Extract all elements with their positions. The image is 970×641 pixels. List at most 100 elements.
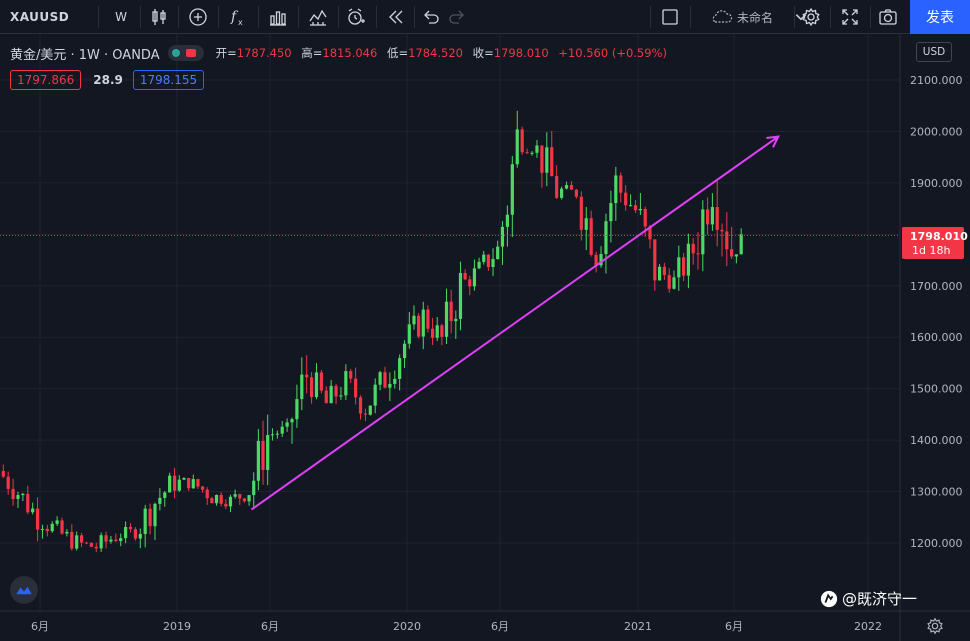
candle-down[interactable] xyxy=(210,498,214,504)
candle-up[interactable] xyxy=(109,539,113,542)
candle-down[interactable] xyxy=(79,535,84,543)
candle-up[interactable] xyxy=(65,531,69,534)
candle-down[interactable] xyxy=(725,231,729,250)
candle-up[interactable] xyxy=(629,205,633,207)
candle-up[interactable] xyxy=(378,372,382,385)
candle-down[interactable] xyxy=(148,508,152,527)
candle-up[interactable] xyxy=(515,129,519,165)
candle-down[interactable] xyxy=(261,440,265,470)
candle-down[interactable] xyxy=(706,209,710,225)
tradingview-logo-icon[interactable] xyxy=(10,576,38,604)
candle-down[interactable] xyxy=(633,205,638,211)
candle-up[interactable] xyxy=(75,535,79,549)
candle-down[interactable] xyxy=(224,503,228,507)
candle-down[interactable] xyxy=(363,413,368,415)
candle-up[interactable] xyxy=(658,266,662,281)
candle-down[interactable] xyxy=(730,249,734,257)
currency-button[interactable]: USD xyxy=(916,42,952,62)
candle-down[interactable] xyxy=(334,385,338,397)
candle-down[interactable] xyxy=(440,325,444,337)
candle-up[interactable] xyxy=(158,497,162,504)
candle-up[interactable] xyxy=(163,492,167,498)
alert-icon[interactable] xyxy=(342,0,370,34)
replay-icon[interactable] xyxy=(382,0,410,34)
candle-up[interactable] xyxy=(280,426,284,434)
candle-up[interactable] xyxy=(339,395,343,397)
candle-up[interactable] xyxy=(50,523,54,532)
candle-down[interactable] xyxy=(720,229,724,232)
candle-up[interactable] xyxy=(398,358,402,379)
candle-down[interactable] xyxy=(715,207,719,230)
candle-down[interactable] xyxy=(60,520,64,534)
candle-up[interactable] xyxy=(388,383,392,388)
candle-down[interactable] xyxy=(104,535,108,542)
candle-up[interactable] xyxy=(614,175,618,204)
redo-icon[interactable] xyxy=(446,0,468,34)
candle-down[interactable] xyxy=(643,208,647,227)
symbol-search[interactable]: XAUUSD xyxy=(10,10,70,24)
symbol-title[interactable]: 黄金/美元 · 1W · OANDA xyxy=(10,47,160,63)
candle-up[interactable] xyxy=(290,419,294,423)
candle-down[interactable] xyxy=(70,531,74,549)
candle-down[interactable] xyxy=(540,145,544,173)
candle-up[interactable] xyxy=(393,378,397,384)
candle-down[interactable] xyxy=(426,309,430,329)
candle-up[interactable] xyxy=(672,277,676,289)
candle-up[interactable] xyxy=(584,218,588,230)
candle-down[interactable] xyxy=(89,542,93,547)
candle-down[interactable] xyxy=(84,542,89,544)
candle-up[interactable] xyxy=(435,325,439,338)
candle-up[interactable] xyxy=(285,422,289,427)
candle-up[interactable] xyxy=(373,384,377,406)
candle-down[interactable] xyxy=(417,315,421,337)
candle-down[interactable] xyxy=(520,129,524,153)
trendline[interactable] xyxy=(250,135,779,511)
candle-down[interactable] xyxy=(1,470,5,477)
candlestick-series[interactable] xyxy=(1,110,743,553)
candle-down[interactable] xyxy=(309,377,314,398)
chart-settings-icon[interactable] xyxy=(926,617,944,635)
candle-down[interactable] xyxy=(696,253,700,255)
candle-up[interactable] xyxy=(510,164,514,215)
candle-down[interactable] xyxy=(691,243,695,254)
candle-up[interactable] xyxy=(500,226,505,247)
candle-down[interactable] xyxy=(594,254,598,266)
candle-up[interactable] xyxy=(314,372,319,398)
candle-down[interactable] xyxy=(349,371,353,379)
fullscreen-window-icon[interactable] xyxy=(656,0,684,34)
candle-up[interactable] xyxy=(368,405,372,415)
candle-down[interactable] xyxy=(238,494,242,499)
candle-down[interactable] xyxy=(35,508,40,530)
camera-icon[interactable] xyxy=(874,0,902,34)
candle-up[interactable] xyxy=(412,315,416,325)
candle-down[interactable] xyxy=(430,328,435,338)
candle-down[interactable] xyxy=(550,147,554,177)
publish-button[interactable]: 发表 xyxy=(910,0,970,34)
market-status-toggle[interactable] xyxy=(167,45,204,61)
candle-down[interactable] xyxy=(624,192,628,206)
candle-up[interactable] xyxy=(677,257,681,278)
candle-down[interactable] xyxy=(662,266,666,276)
candle-up[interactable] xyxy=(228,496,233,507)
candle-up[interactable] xyxy=(214,494,219,504)
candle-up[interactable] xyxy=(402,343,407,359)
candles-icon[interactable] xyxy=(146,0,172,34)
layout-name-button[interactable]: 未命名 xyxy=(690,0,792,34)
candle-up[interactable] xyxy=(266,435,270,470)
candle-up[interactable] xyxy=(124,526,128,539)
candle-up[interactable] xyxy=(505,214,509,227)
candle-up[interactable] xyxy=(143,508,147,534)
candle-up[interactable] xyxy=(247,495,251,502)
candle-up[interactable] xyxy=(300,374,304,400)
candle-down[interactable] xyxy=(682,257,686,276)
candle-down[interactable] xyxy=(187,478,191,489)
candle-up[interactable] xyxy=(99,535,103,549)
candle-down[interactable] xyxy=(574,189,578,197)
candle-up[interactable] xyxy=(407,324,411,344)
candle-down[interactable] xyxy=(653,239,657,281)
price-axis[interactable] xyxy=(900,34,970,611)
candle-up[interactable] xyxy=(275,433,279,435)
candle-down[interactable] xyxy=(569,185,574,190)
